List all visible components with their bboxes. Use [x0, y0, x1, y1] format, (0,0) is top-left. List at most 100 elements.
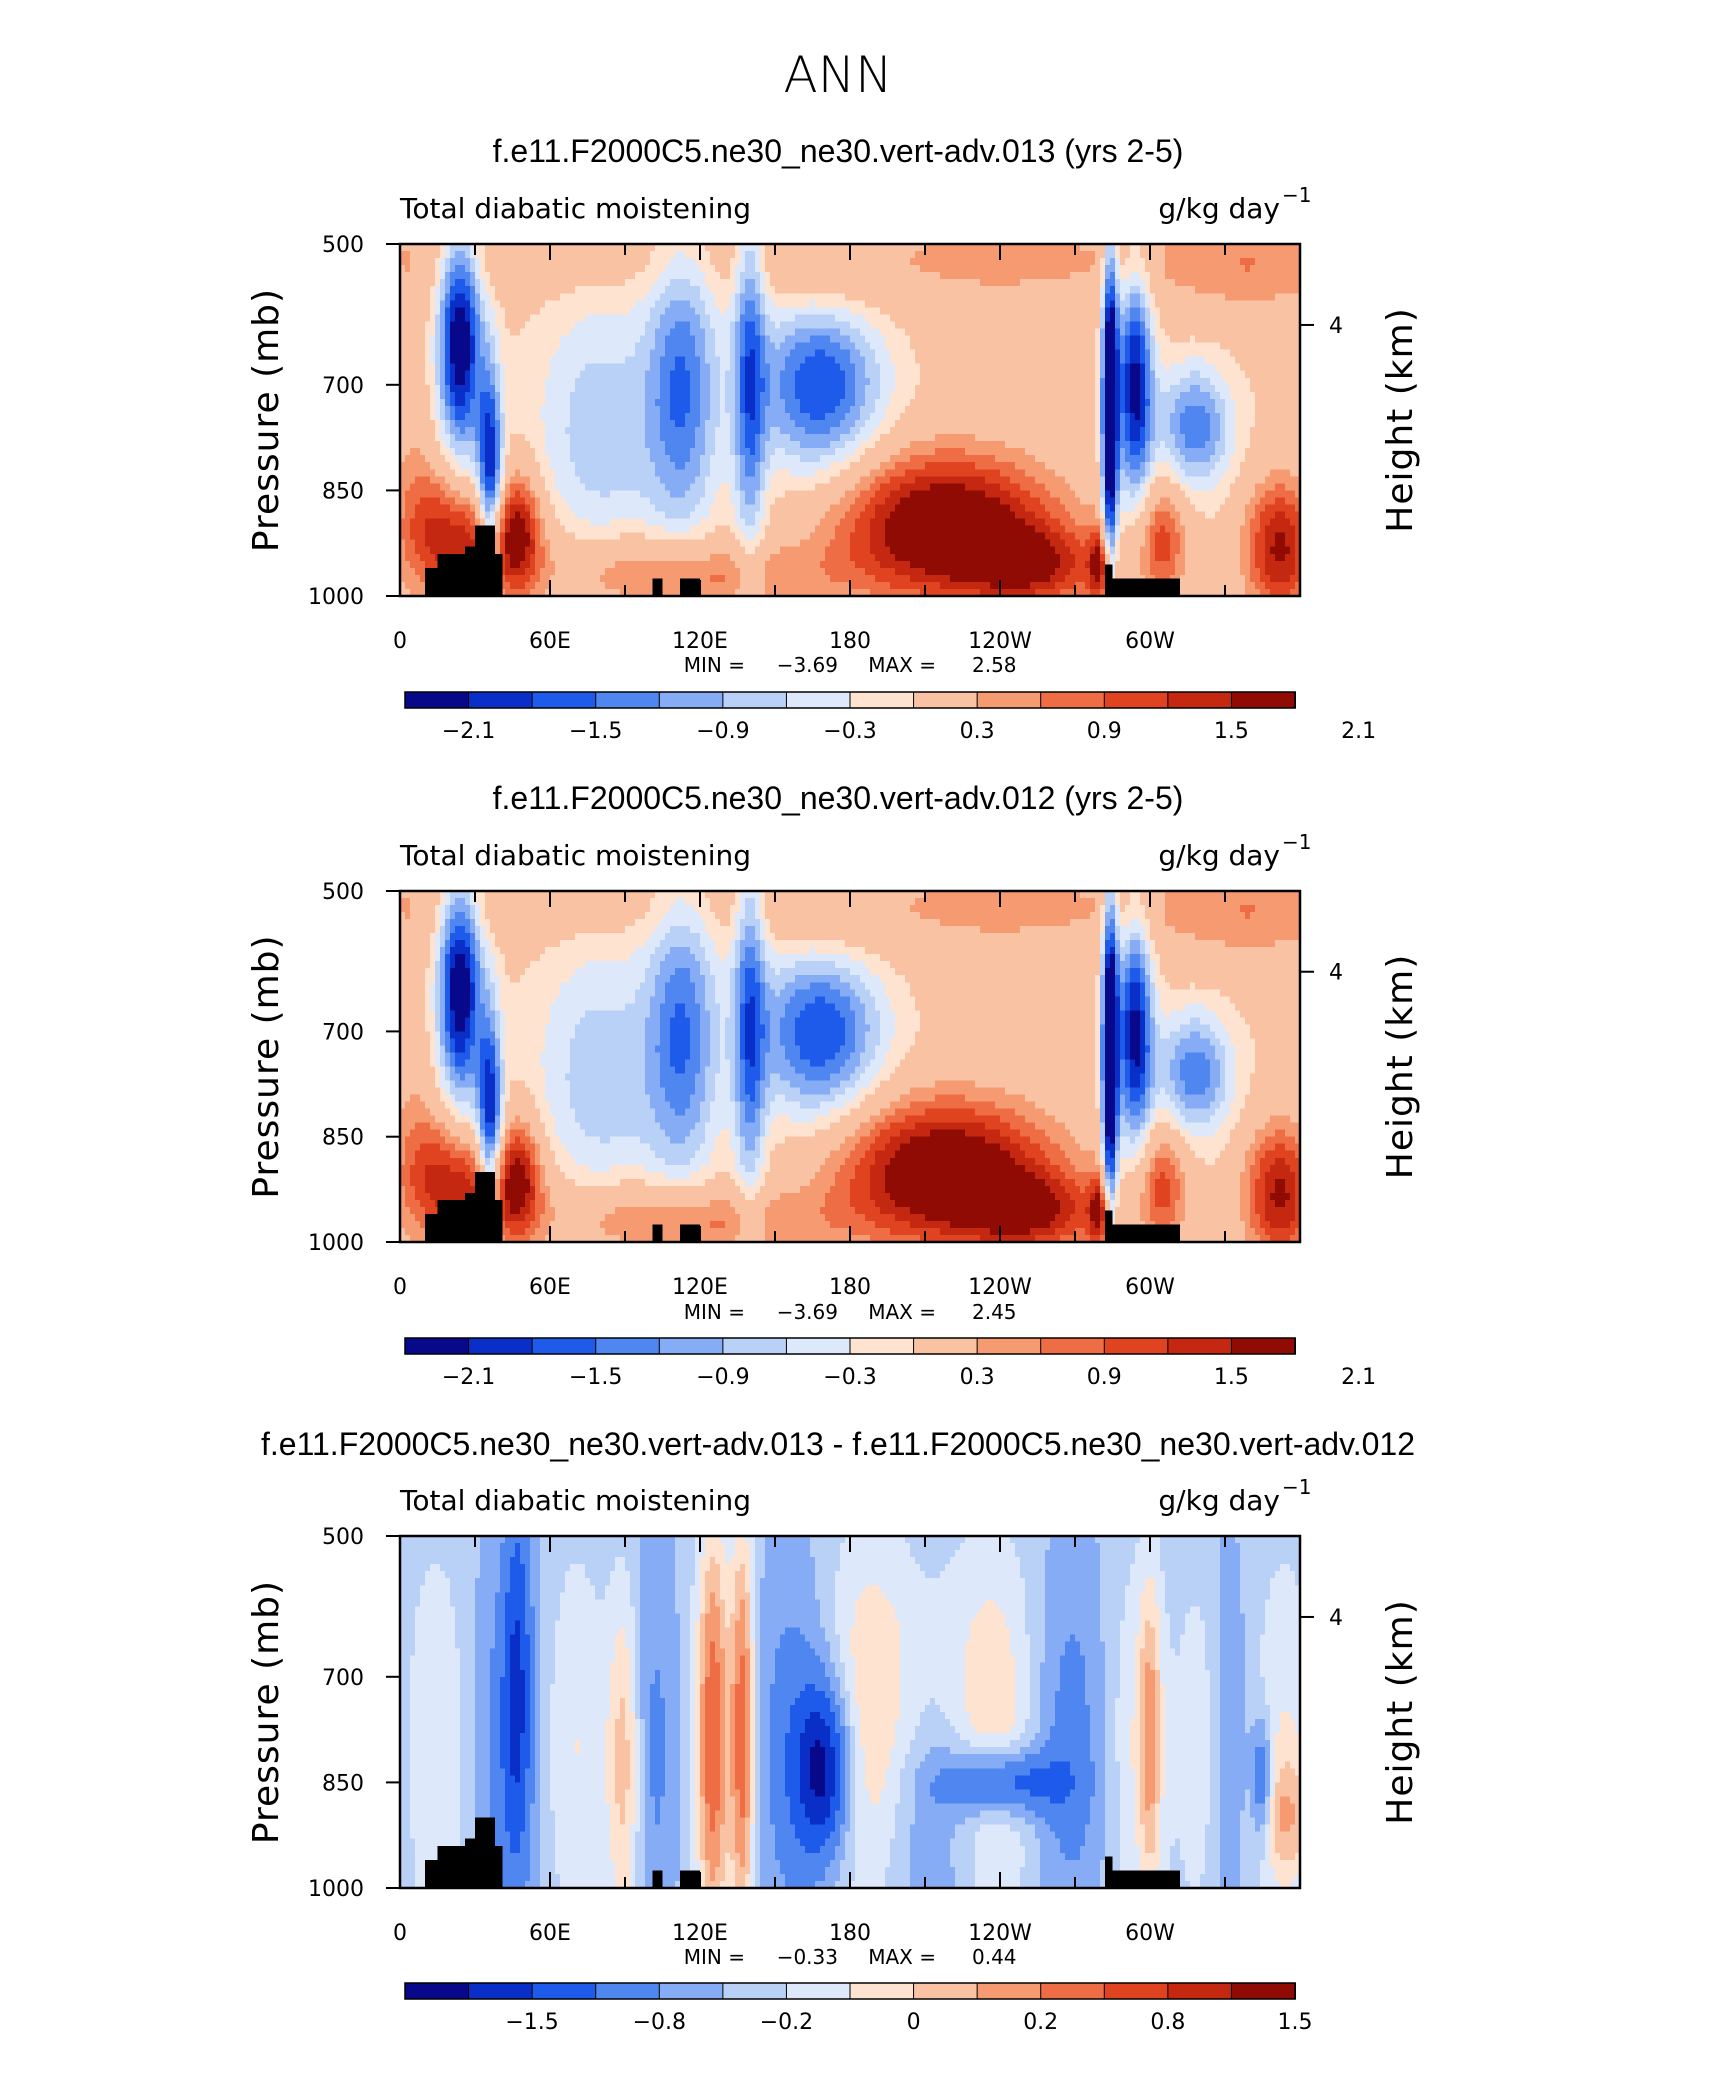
- heatmap-cell: [1070, 567, 1091, 576]
- heatmap-cell: [1175, 560, 1186, 569]
- heatmap-cell: [485, 1136, 496, 1145]
- heatmap-cell: [760, 919, 766, 927]
- heatmap-cell: [790, 469, 816, 477]
- heatmap-cell: [720, 1052, 726, 1061]
- heatmap-cell: [1220, 476, 1236, 484]
- heatmap-cell: [430, 412, 436, 421]
- topography: [425, 1171, 1180, 1242]
- heatmap-cell: [1235, 1059, 1256, 1068]
- heatmap-cell: [755, 1164, 761, 1173]
- heatmap-cell: [575, 377, 646, 386]
- heatmap-cell: [1165, 328, 1301, 337]
- heatmap-cell: [665, 1087, 696, 1096]
- heatmap-cell: [1275, 539, 1286, 548]
- heatmap-cell: [500, 469, 506, 477]
- heatmap-cell: [510, 553, 526, 562]
- heatmap-cell: [735, 1115, 741, 1124]
- heatmap-cell: [720, 363, 731, 372]
- heatmap-cell: [1185, 455, 1211, 463]
- heatmap-cell: [490, 989, 496, 997]
- heatmap-cell: [465, 307, 471, 315]
- heatmap-cell: [1055, 469, 1101, 477]
- heatmap-cell: [840, 1557, 916, 1565]
- colorbar-label: 0.3: [960, 719, 995, 744]
- heatmap-cell: [755, 1115, 761, 1124]
- heatmap-cell: [425, 377, 436, 386]
- heatmap-cell: [875, 1220, 911, 1229]
- heatmap-cell: [760, 926, 766, 934]
- heatmap-cell: [400, 1557, 481, 1565]
- panel-title: f.e11.F2000C5.ne30_ne30.vert-adv.013 (yr…: [493, 133, 1184, 169]
- heatmap-cell: [700, 1592, 706, 1600]
- heatmap-cell: [1145, 1122, 1151, 1131]
- heatmap-cell: [1100, 300, 1106, 308]
- heatmap-cell: [450, 940, 456, 948]
- heatmap-cell: [540, 518, 546, 527]
- heatmap-cell: [1130, 891, 1141, 899]
- heatmap-cell: [1230, 996, 1301, 1004]
- heatmap-cell: [1095, 384, 1101, 393]
- heatmap-cell: [495, 1136, 501, 1145]
- heatmap-cell: [1185, 469, 1211, 477]
- heatmap-cell: [1215, 384, 1231, 393]
- heatmap-cell: [1210, 1038, 1221, 1047]
- heatmap-cell: [505, 1206, 511, 1215]
- heatmap-cell: [495, 391, 501, 400]
- heatmap-cell: [1140, 412, 1146, 421]
- heatmap-cell: [910, 1550, 956, 1558]
- heatmap-cell: [1095, 420, 1101, 428]
- heatmap-cell: [790, 1080, 841, 1089]
- heatmap-cell: [505, 1199, 511, 1208]
- heatmap-cell: [670, 258, 696, 266]
- heatmap-cell: [760, 434, 771, 442]
- heatmap-cell: [685, 251, 711, 259]
- heatmap-cell: [640, 1536, 676, 1544]
- heatmap-cell: [765, 490, 786, 499]
- heatmap-cell: [445, 272, 451, 280]
- heatmap-cell: [670, 405, 691, 414]
- heatmap-cell: [1175, 1206, 1186, 1215]
- heatmap-cell: [895, 1010, 921, 1018]
- heatmap-cell: [770, 1024, 781, 1032]
- heatmap-cell: [540, 1157, 556, 1166]
- heatmap-cell: [740, 1045, 746, 1054]
- heatmap-cell: [740, 1185, 761, 1194]
- heatmap-cell: [405, 1185, 416, 1194]
- heatmap-cell: [1150, 363, 1156, 372]
- heatmap-cell: [1020, 497, 1041, 506]
- heatmap-cell: [1240, 1171, 1251, 1180]
- heatmap-cell: [530, 588, 546, 597]
- heatmap-cell: [475, 1010, 486, 1018]
- heatmap-cell: [1160, 1550, 1221, 1558]
- heatmap-cell: [1150, 1003, 1156, 1011]
- heatmap-cell: [1130, 391, 1141, 400]
- heatmap-cell: [435, 996, 441, 1004]
- heatmap-cell: [785, 335, 811, 344]
- heatmap-cell: [1125, 377, 1131, 386]
- heatmap-cell: [1115, 1192, 1121, 1201]
- heatmap-cell: [1205, 511, 1216, 520]
- heatmap-cell: [880, 377, 896, 386]
- heatmap-cell: [710, 1038, 721, 1047]
- heatmap-cell: [750, 412, 756, 421]
- heatmap-cell: [505, 1136, 511, 1145]
- heatmap-cell: [840, 1080, 856, 1089]
- y-tick-label: 1000: [308, 585, 364, 610]
- heatmap-cell: [1025, 518, 1046, 527]
- heatmap-cell: [1090, 532, 1101, 541]
- heatmap-cell: [1125, 363, 1131, 372]
- heatmap-cell: [985, 476, 1011, 484]
- heatmap-cell: [760, 307, 766, 315]
- heatmap-cell: [910, 441, 1006, 449]
- heatmap-cell: [485, 518, 496, 527]
- heatmap-cell: [800, 1185, 831, 1194]
- heatmap-cell: [1270, 1585, 1301, 1593]
- heatmap-cell: [700, 1143, 716, 1152]
- heatmap-cell: [760, 244, 766, 252]
- heatmap-cell: [1145, 1031, 1151, 1040]
- heatmap-cell: [455, 405, 471, 414]
- heatmap-cell: [495, 1122, 501, 1131]
- heatmap-cell: [480, 1073, 486, 1082]
- heatmap-cell: [1155, 1164, 1176, 1173]
- heatmap-cell: [1030, 1136, 1051, 1145]
